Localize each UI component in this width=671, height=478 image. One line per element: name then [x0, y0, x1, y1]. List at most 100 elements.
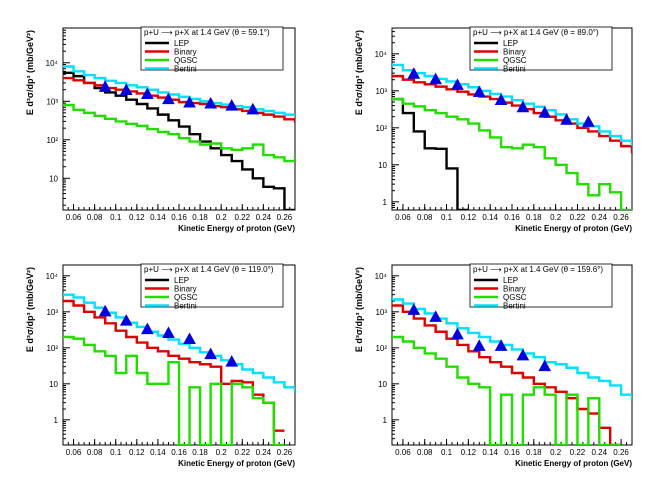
- plot-area: [392, 63, 632, 210]
- y-tick-label: 10: [49, 174, 58, 183]
- data-point-marker: [225, 99, 239, 111]
- data-point-marker: [538, 106, 552, 118]
- legend-label-binary: Binary: [503, 48, 526, 57]
- x-tick-label: 0.2: [550, 213, 562, 222]
- x-tick-label: 0.16: [504, 213, 520, 222]
- data-point-marker: [429, 310, 442, 322]
- data-point-marker: [582, 115, 595, 127]
- chart-title: p+U ⟶ p+X at 1.4 GeV (θ = 89.0°): [473, 28, 599, 37]
- y-tick-label: 10⁴: [46, 59, 59, 68]
- y-tick-label: 10: [378, 380, 387, 389]
- x-tick-label: 0.14: [150, 448, 166, 457]
- series-bertini-line: [63, 65, 295, 118]
- data-point-marker: [98, 80, 112, 92]
- legend: p+U ⟶ p+X at 1.4 GeV (θ = 89.0°) LEPBinar…: [469, 26, 613, 74]
- chart-title: p+U ⟶ p+X at 1.4 GeV (θ = 119.0°): [144, 265, 274, 274]
- x-axis-label: Kinetic Energy of proton (GeV): [178, 459, 295, 468]
- legend-box: [469, 26, 613, 71]
- x-tick-label: 0.26: [277, 448, 293, 457]
- x-tick-label: 0.08: [417, 213, 433, 222]
- data-point-marker: [141, 322, 154, 335]
- legend: p+U ⟶ p+X at 1.4 GeV (θ = 119.0°) LEPBina…: [140, 263, 284, 311]
- x-tick-label: 0.06: [66, 213, 82, 222]
- x-tick-label: 0.26: [613, 448, 629, 457]
- x-tick-label: 0.06: [66, 448, 82, 457]
- x-tick-label: 0.16: [171, 213, 187, 222]
- y-tick-label: 10²: [375, 124, 387, 133]
- y-tick-label: 10³: [46, 97, 58, 106]
- x-tick-label: 0.18: [192, 448, 208, 457]
- data-point-marker: [407, 303, 421, 315]
- x-tick-label: 0.22: [570, 448, 586, 457]
- x-tick-label: 0.24: [591, 448, 607, 457]
- x-axis-label: Kinetic Energy of proton (GeV): [515, 459, 632, 468]
- data-point-marker: [204, 347, 217, 360]
- y-tick-label: 10²: [375, 344, 387, 353]
- x-tick-label: 0.18: [526, 213, 542, 222]
- x-tick-label: 0.12: [461, 448, 477, 457]
- x-tick-label: 0.2: [550, 448, 562, 457]
- data-point-marker: [494, 339, 508, 351]
- legend-label-lep: LEP: [503, 39, 518, 48]
- legend-label-qgsc: QGSC: [503, 293, 527, 302]
- x-tick-label: 0.1: [441, 213, 453, 222]
- y-tick-label: 1: [383, 416, 388, 425]
- y-tick-label: 10²: [46, 344, 58, 353]
- x-tick-label: 0.14: [150, 213, 166, 222]
- y-tick-label: 1: [383, 198, 388, 207]
- x-tick-label: 0.12: [461, 213, 477, 222]
- y-tick-label: 10³: [375, 308, 387, 317]
- y-tick-label: 10²: [46, 136, 58, 145]
- x-axis-label: Kinetic Energy of proton (GeV): [515, 224, 632, 233]
- y-axis-label: E d³σ/dp³ (mb/GeV²): [354, 30, 364, 115]
- x-tick-label: 0.26: [277, 213, 293, 222]
- y-tick-label: 10⁴: [375, 50, 388, 59]
- data-point-marker: [560, 113, 573, 125]
- series-bertini-line: [392, 298, 632, 400]
- legend: p+U ⟶ p+X at 1.4 GeV (θ = 59.1°) LEPBinar…: [140, 26, 284, 74]
- data-point-marker: [162, 326, 175, 339]
- legend-label-qgsc: QGSC: [174, 293, 198, 302]
- data-point-marker: [204, 96, 217, 109]
- x-tick-label: 0.1: [441, 448, 453, 457]
- x-tick-label: 0.24: [256, 213, 272, 222]
- legend: p+U ⟶ p+X at 1.4 GeV (θ = 159.6°) LEPBina…: [469, 263, 613, 311]
- series-lep-line: [392, 97, 469, 210]
- x-axis-label: Kinetic Energy of proton (GeV): [178, 224, 295, 233]
- series-qgsc-line: [63, 335, 285, 445]
- y-tick-label: 10: [49, 380, 58, 389]
- series-qgsc-line: [63, 103, 295, 163]
- data-point-marker: [407, 67, 421, 79]
- y-tick-label: 10³: [46, 308, 58, 317]
- x-tick-label: 0.22: [570, 213, 586, 222]
- data-point-marker: [538, 359, 552, 372]
- legend-label-bertini: Bertini: [174, 302, 197, 311]
- plot-area: [63, 65, 295, 210]
- legend-label-binary: Binary: [503, 285, 526, 294]
- data-point-marker: [516, 348, 530, 361]
- legend-box: [140, 263, 284, 308]
- data-point-marker: [472, 85, 486, 98]
- legend-label-bertini: Bertini: [503, 302, 526, 311]
- y-axis-label: E d³σ/dp³ (mb/GeV²): [25, 267, 35, 352]
- data-point-marker: [183, 95, 196, 108]
- data-point-marker: [472, 339, 486, 351]
- x-tick-label: 0.08: [87, 213, 103, 222]
- x-tick-label: 0.2: [216, 448, 228, 457]
- x-tick-label: 0.26: [613, 213, 629, 222]
- x-tick-label: 0.14: [482, 448, 498, 457]
- data-point-marker: [225, 355, 239, 367]
- x-tick-label: 0.08: [417, 448, 433, 457]
- x-tick-label: 0.12: [129, 213, 145, 222]
- data-point-marker: [451, 327, 464, 340]
- data-point-marker: [429, 72, 442, 85]
- x-tick-label: 0.08: [87, 448, 103, 457]
- legend-label-bertini: Bertini: [503, 65, 526, 74]
- legend-label-lep: LEP: [503, 276, 518, 285]
- chart-title: p+U ⟶ p+X at 1.4 GeV (θ = 59.1°): [144, 28, 270, 37]
- data-point-marker: [98, 304, 112, 317]
- series-binary-line: [392, 74, 632, 154]
- data-point-marker: [141, 87, 154, 99]
- x-tick-label: 0.06: [395, 213, 411, 222]
- legend-label-bertini: Bertini: [174, 65, 197, 74]
